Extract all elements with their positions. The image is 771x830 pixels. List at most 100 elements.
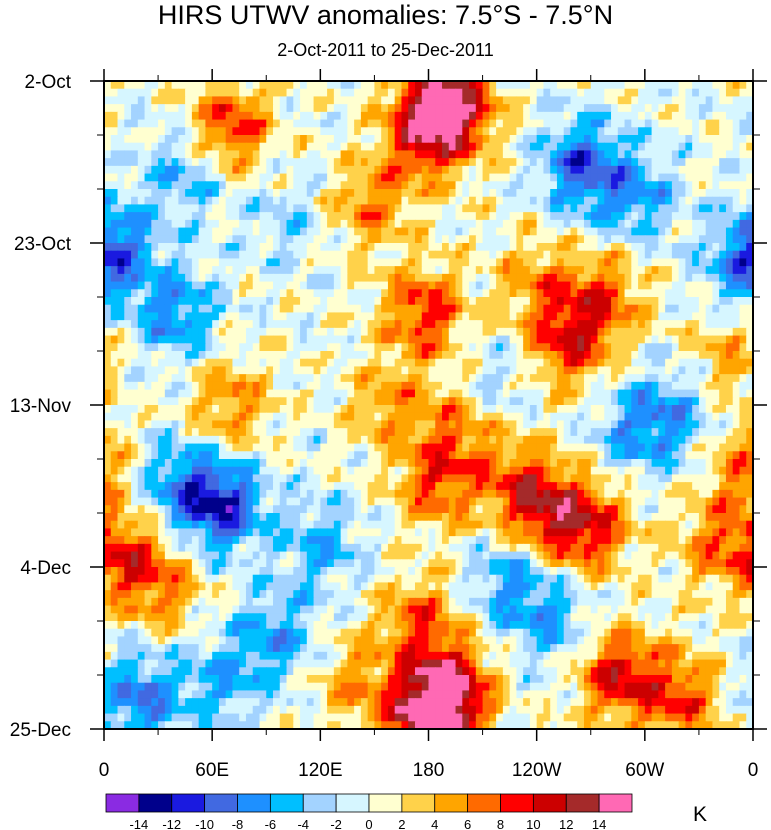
field-cell (469, 181, 477, 190)
field-cell (340, 281, 348, 290)
field-cell (523, 173, 531, 182)
field-cell (692, 104, 700, 113)
field-cell (746, 397, 753, 406)
field-cell (394, 243, 403, 252)
field-cell (604, 227, 612, 236)
field-cell (158, 451, 166, 460)
field-cell (117, 204, 125, 213)
field-cell (164, 405, 173, 414)
field-cell (124, 235, 132, 244)
field-cell (502, 435, 511, 445)
field-cell (414, 165, 423, 175)
field-cell (137, 135, 146, 144)
field-cell (185, 258, 193, 267)
field-cell (583, 405, 592, 414)
field-cell (604, 343, 612, 352)
field-cell (279, 258, 288, 267)
field-cell (131, 443, 139, 452)
field-cell (523, 189, 531, 198)
field-cell (306, 435, 315, 445)
field-cell (293, 243, 301, 252)
field-cell (577, 165, 585, 175)
field-cell (529, 366, 538, 375)
field-cell (293, 158, 301, 167)
field-cell (448, 389, 457, 398)
field-cell (347, 127, 355, 136)
field-cell (746, 119, 753, 128)
field-cell (496, 189, 504, 198)
field-cell (245, 405, 254, 414)
field-cell (144, 235, 152, 244)
field-cell (739, 150, 747, 159)
field-cell (435, 150, 443, 159)
field-cell (678, 312, 686, 321)
field-cell (509, 96, 517, 105)
field-cell (320, 366, 328, 375)
field-cell (536, 381, 545, 391)
field-cell (455, 466, 463, 476)
field-cell (225, 165, 234, 175)
field-cell (394, 266, 403, 275)
field-cell (638, 389, 646, 398)
field-cell (117, 150, 125, 159)
field-cell (327, 466, 335, 476)
field-cell (509, 412, 517, 422)
field-cell (624, 443, 632, 452)
field-cell (719, 474, 727, 483)
field-cell (705, 181, 714, 190)
field-cell (442, 466, 450, 476)
field-cell (408, 351, 416, 360)
field-cell (442, 212, 450, 221)
field-cell (414, 405, 423, 414)
field-cell (171, 397, 179, 406)
field-cell (259, 235, 267, 244)
field-cell (367, 135, 376, 144)
field-cell (239, 173, 247, 182)
field-cell (577, 366, 585, 375)
field-cell (658, 104, 666, 113)
field-cell (529, 466, 538, 476)
field-cell (435, 351, 443, 360)
field-cell (191, 127, 200, 136)
field-cell (117, 466, 125, 476)
field-cell (333, 196, 342, 206)
field-cell (212, 227, 220, 236)
field-cell (421, 127, 430, 136)
field-cell (577, 312, 585, 321)
field-cell (638, 150, 646, 159)
field-cell (712, 173, 720, 182)
field-cell (333, 343, 342, 352)
field-cell (313, 327, 321, 337)
field-cell (644, 435, 653, 445)
field-cell (212, 142, 220, 152)
field-cell (502, 281, 511, 290)
field-cell (638, 189, 646, 198)
field-cell (705, 96, 714, 105)
field-cell (577, 335, 585, 344)
field-cell (631, 312, 639, 321)
field-cell (624, 81, 632, 90)
field-cell (313, 474, 321, 483)
field-cell (583, 474, 592, 483)
field-cell (374, 451, 382, 460)
field-cell (442, 150, 450, 159)
field-cell (624, 335, 632, 344)
field-cell (232, 374, 240, 383)
field-cell (394, 312, 403, 321)
field-cell (259, 189, 267, 198)
field-cell (590, 142, 599, 152)
field-cell (658, 420, 666, 429)
field-cell (158, 389, 166, 398)
field-cell (252, 304, 261, 314)
field-cell (408, 358, 416, 368)
field-cell (367, 312, 376, 321)
field-cell (367, 158, 376, 167)
field-cell (185, 412, 193, 422)
field-cell (104, 111, 112, 121)
field-cell (239, 104, 247, 113)
field-cell (252, 219, 261, 229)
field-cell (387, 281, 396, 290)
field-cell (543, 204, 551, 213)
field-cell (245, 150, 254, 159)
field-cell (164, 381, 173, 391)
